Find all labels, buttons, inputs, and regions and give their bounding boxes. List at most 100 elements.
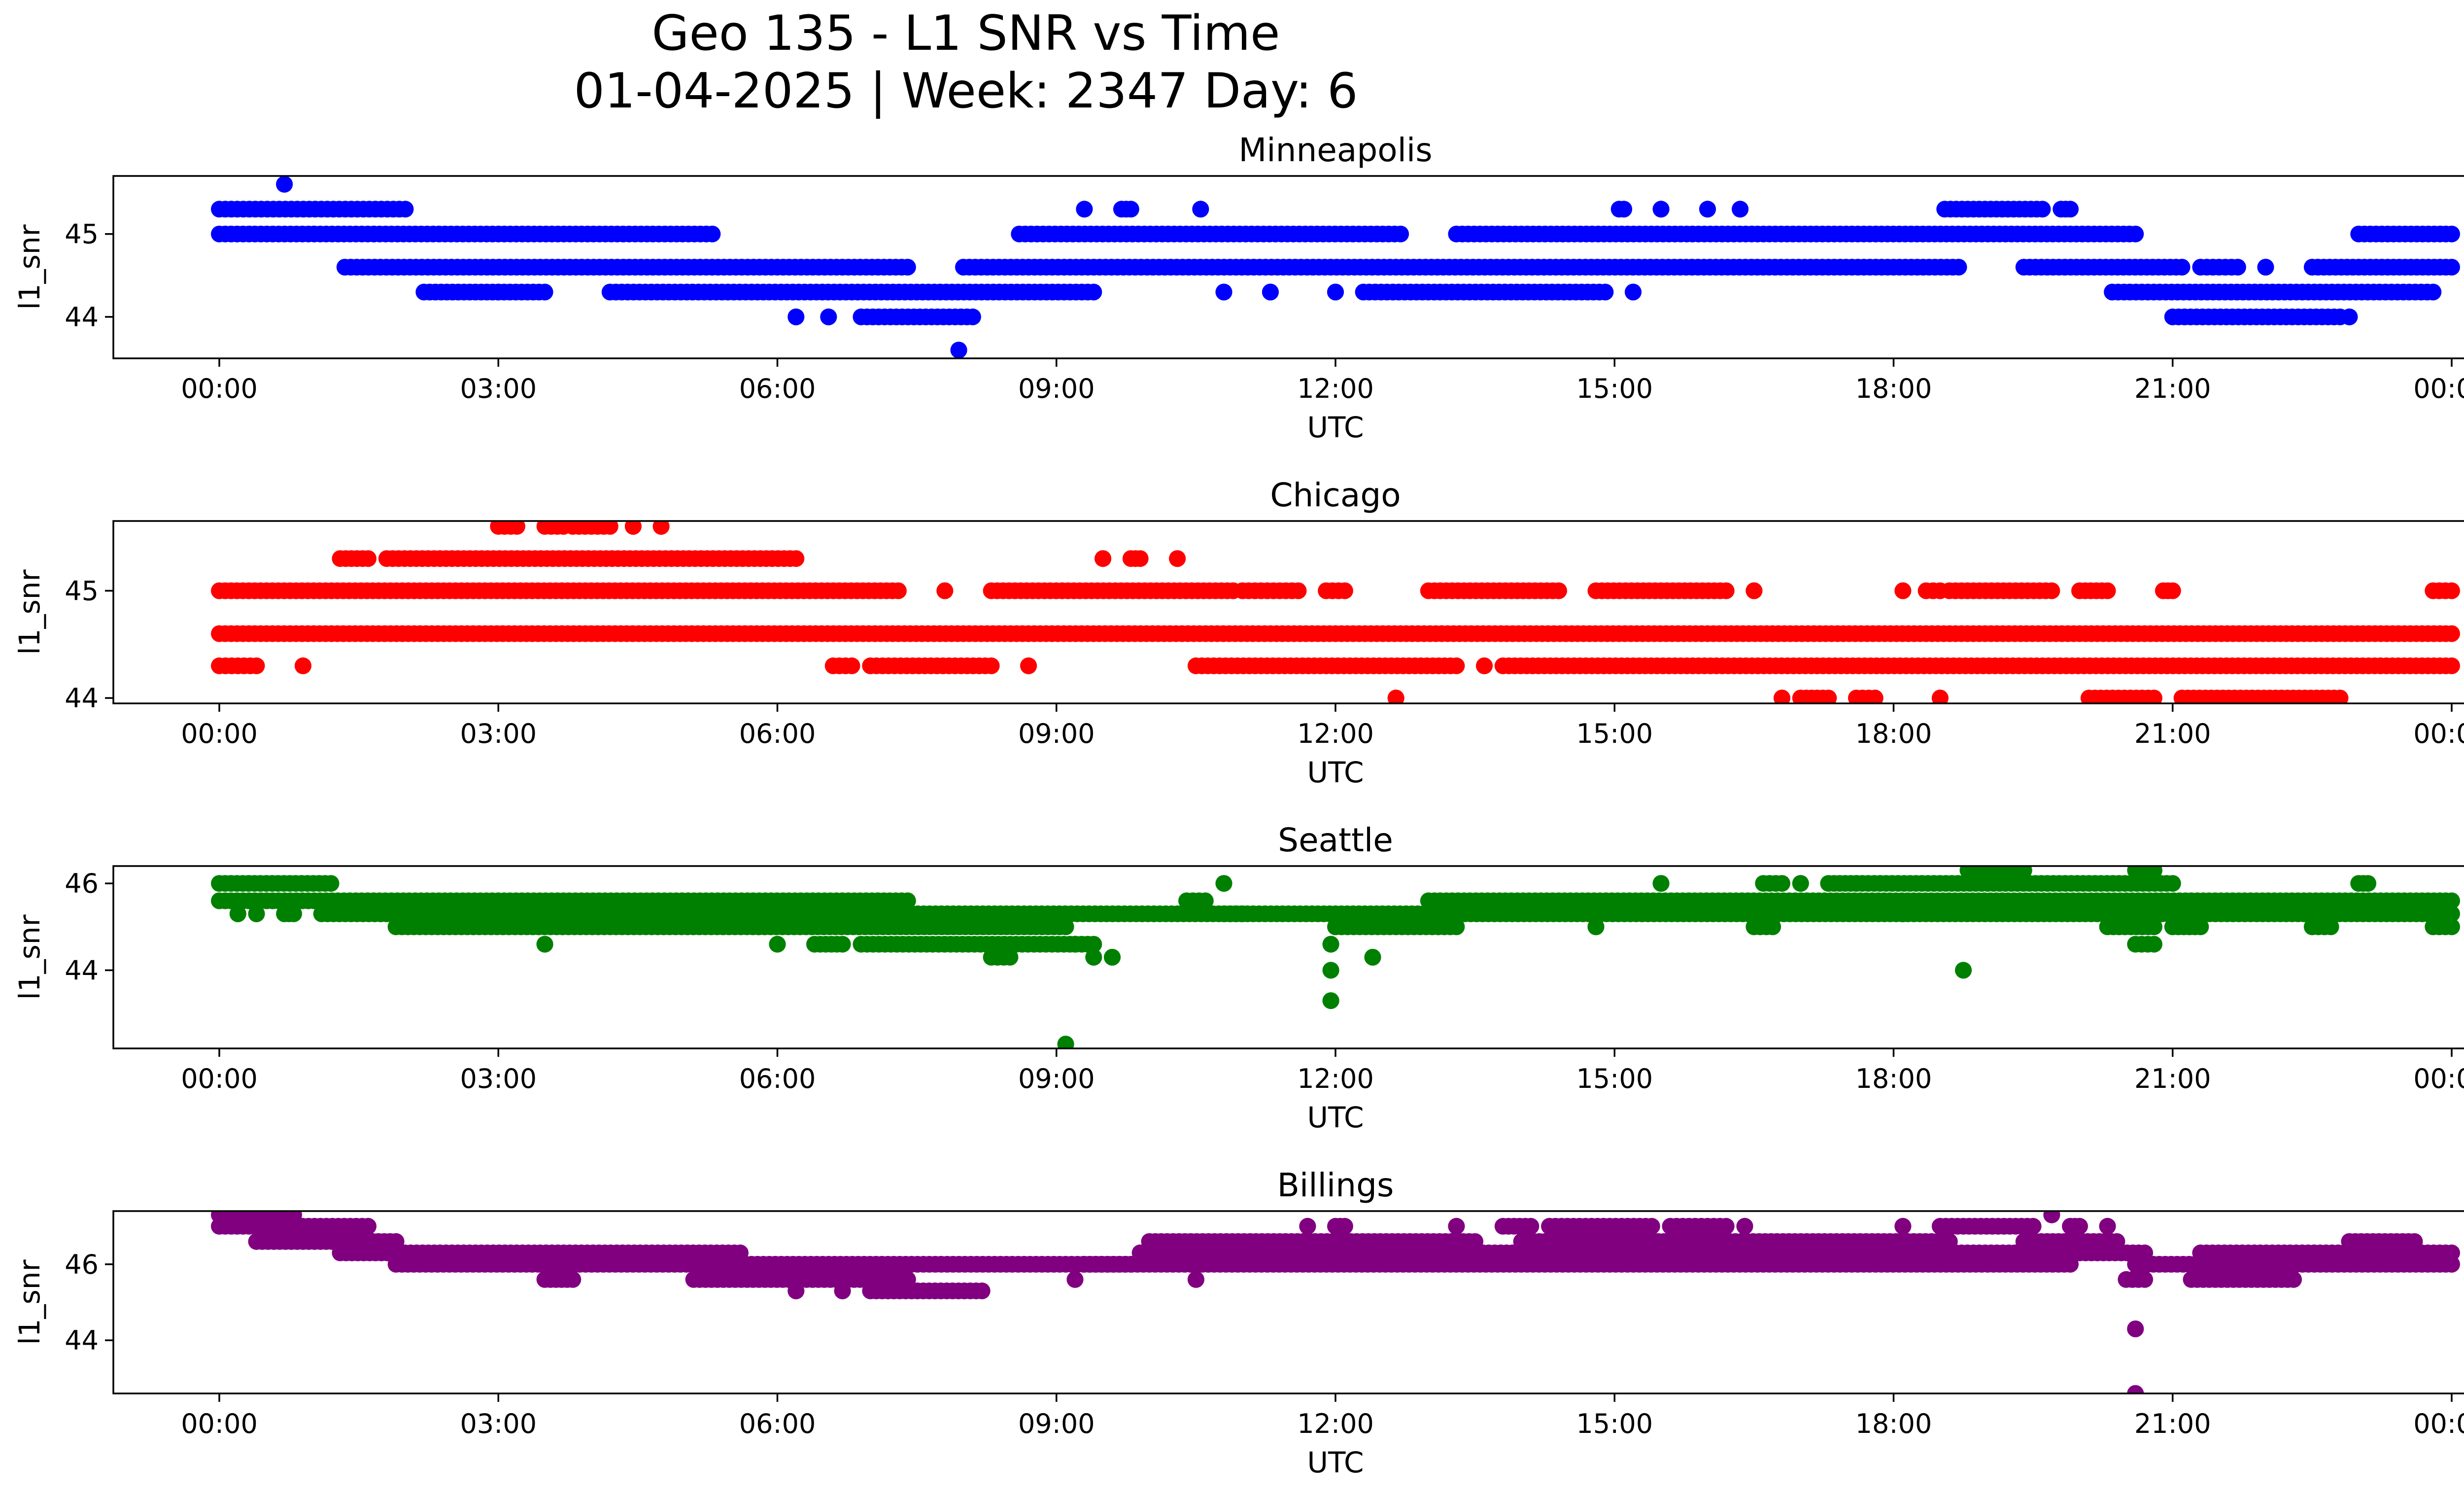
x-tick-label: 00:00 bbox=[2413, 1408, 2464, 1439]
data-point bbox=[1950, 259, 1967, 276]
y-tick-label: 46 bbox=[65, 868, 99, 899]
data-point bbox=[1192, 201, 1209, 218]
x-tick-label: 09:00 bbox=[1018, 373, 1095, 404]
data-point bbox=[2146, 866, 2162, 879]
data-point bbox=[2136, 1271, 2154, 1288]
data-point bbox=[983, 657, 1000, 674]
data-point bbox=[294, 657, 311, 674]
data-point bbox=[2285, 1271, 2302, 1288]
x-axis-label-minneapolis: UTC bbox=[1307, 411, 1364, 444]
data-point bbox=[2034, 201, 2051, 218]
data-point bbox=[601, 521, 618, 535]
data-point bbox=[1652, 875, 1670, 892]
data-point bbox=[536, 936, 553, 953]
data-point bbox=[1057, 918, 1074, 936]
data-point bbox=[2024, 1217, 2042, 1235]
data-point bbox=[285, 905, 302, 922]
data-point bbox=[322, 875, 340, 892]
data-point bbox=[248, 905, 265, 922]
data-point bbox=[2443, 892, 2460, 909]
data-point bbox=[1322, 992, 1339, 1009]
data-point bbox=[652, 521, 670, 535]
x-tick-label: 00:00 bbox=[2413, 718, 2464, 749]
data-point bbox=[1597, 283, 1614, 301]
x-tick-label: 03:00 bbox=[460, 1408, 537, 1439]
data-point bbox=[1587, 918, 1605, 936]
data-point bbox=[2322, 918, 2339, 936]
subplot-title-minneapolis: Minneapolis bbox=[1238, 131, 1432, 169]
subplots: Minneapolis 00:00 03:00 06:00 09:00 12:00 15:0… bbox=[13, 131, 2464, 1479]
data-point bbox=[2229, 259, 2246, 276]
x-tick-label: 21:00 bbox=[2134, 1408, 2211, 1439]
data-point bbox=[1652, 201, 1670, 218]
subplot-title-billings: Billings bbox=[1277, 1166, 1394, 1204]
data-point bbox=[1732, 201, 1749, 218]
data-point bbox=[1392, 225, 1409, 243]
data-point bbox=[1122, 201, 1139, 218]
data-point bbox=[1336, 582, 1353, 599]
x-axis-label-billings: UTC bbox=[1307, 1446, 1364, 1479]
data-point bbox=[1931, 690, 1949, 703]
data-point bbox=[973, 1282, 991, 1299]
data-point bbox=[964, 308, 981, 325]
x-tick-label: 00:00 bbox=[2413, 373, 2464, 404]
data-point bbox=[2341, 308, 2358, 325]
y-axis-label-seattle: l1_snr bbox=[13, 914, 46, 1000]
y-tick-label: 45 bbox=[65, 219, 99, 250]
data-point bbox=[1550, 582, 1567, 599]
data-point bbox=[1131, 550, 1149, 567]
figure-title-line-1: Geo 135 - L1 SNR vs Time bbox=[652, 5, 1280, 62]
y-tick-label: 44 bbox=[65, 683, 99, 714]
x-tick-label: 21:00 bbox=[2134, 718, 2211, 749]
y-tick-label: 45 bbox=[65, 575, 99, 606]
data-point bbox=[397, 201, 414, 218]
data-point bbox=[1197, 892, 1214, 909]
data-point bbox=[1941, 1233, 1958, 1250]
x-tick-label: 18:00 bbox=[1855, 373, 1932, 404]
data-point bbox=[536, 283, 553, 301]
data-point bbox=[2146, 936, 2162, 953]
subplot-title-seattle: Seattle bbox=[1278, 821, 1393, 859]
data-point bbox=[1522, 1217, 1540, 1235]
data-point bbox=[248, 657, 265, 674]
data-point bbox=[899, 259, 916, 276]
x-tick-label: 00:00 bbox=[181, 373, 258, 404]
data-point bbox=[1866, 690, 1883, 703]
data-point bbox=[2443, 259, 2460, 276]
data-point bbox=[229, 905, 246, 922]
data-point bbox=[1085, 949, 1102, 966]
data-point bbox=[834, 936, 851, 953]
data-point bbox=[1085, 283, 1102, 301]
data-point bbox=[769, 936, 786, 953]
data-point bbox=[1336, 1217, 1353, 1235]
data-point bbox=[1717, 1217, 1735, 1235]
data-point bbox=[2443, 918, 2460, 936]
x-tick-label: 15:00 bbox=[1576, 718, 1653, 749]
data-point bbox=[2043, 582, 2060, 599]
y-tick-label: 44 bbox=[65, 302, 99, 333]
x-tick-label: 21:00 bbox=[2134, 1063, 2211, 1094]
x-tick-label: 12:00 bbox=[1297, 718, 1374, 749]
x-tick-label: 12:00 bbox=[1297, 373, 1374, 404]
x-tick-label: 00:00 bbox=[181, 718, 258, 749]
data-point bbox=[276, 176, 293, 193]
data-point bbox=[1364, 949, 1381, 966]
x-tick-label: 18:00 bbox=[1855, 1408, 1932, 1439]
data-point bbox=[1476, 657, 1493, 674]
data-point bbox=[1643, 1217, 1660, 1235]
data-point bbox=[1736, 1217, 1753, 1235]
x-tick-label: 09:00 bbox=[1018, 718, 1095, 749]
x-tick-label: 18:00 bbox=[1855, 1063, 1932, 1094]
y-tick-label: 46 bbox=[65, 1249, 99, 1280]
data-points-billings bbox=[211, 1211, 2460, 1393]
x-tick-label: 09:00 bbox=[1018, 1408, 1095, 1439]
data-point bbox=[2043, 1211, 2060, 1223]
x-tick-label: 03:00 bbox=[460, 373, 537, 404]
data-point bbox=[899, 892, 916, 909]
subplot-minneapolis: Minneapolis 00:00 03:00 06:00 09:00 12:00 15:0… bbox=[13, 131, 2464, 444]
data-point bbox=[2164, 582, 2181, 599]
x-tick-label: 03:00 bbox=[460, 718, 537, 749]
data-point bbox=[1717, 582, 1735, 599]
data-point bbox=[1020, 657, 1037, 674]
